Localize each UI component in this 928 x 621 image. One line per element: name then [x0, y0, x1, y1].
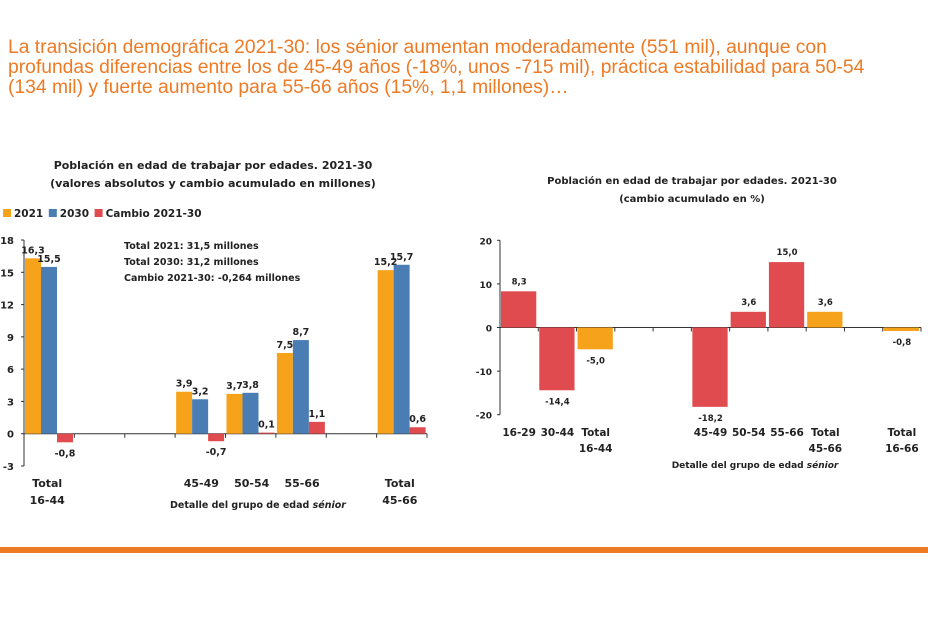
data-label: -5,0 [586, 356, 605, 366]
bar-cambio-2021-30 [258, 432, 275, 434]
bar-2021 [25, 258, 41, 434]
x-tick-label: 55-66 [284, 477, 320, 490]
annotation: Total 2021: 31,5 millones [124, 241, 259, 252]
y-tick-label: 15 [0, 268, 14, 279]
data-label: 16,3 [21, 245, 44, 256]
legend-label: 2021 [14, 208, 43, 220]
y-tick-label: -10 [476, 368, 492, 378]
chart-subtitle: (valores absolutos y cambio acumulado en… [50, 177, 376, 190]
x-tick-label: 55-66 [770, 427, 804, 439]
data-label: 8,3 [512, 277, 527, 287]
y-tick-label: -3 [3, 462, 14, 473]
bar-2021 [276, 353, 293, 434]
bar-cambio-2021-30 [308, 421, 325, 434]
data-label: 3,6 [818, 298, 833, 308]
x-tick-label: Total [811, 427, 840, 439]
bar-2030 [242, 392, 259, 434]
bar-2030 [292, 340, 309, 434]
bar [730, 311, 766, 328]
data-label: -14,4 [545, 397, 570, 407]
data-label: 15,5 [37, 254, 60, 265]
x-tick-label: 45-66 [809, 443, 843, 455]
y-tick-label: 9 [7, 333, 14, 344]
data-label: 3,7 [226, 381, 243, 392]
bar [692, 327, 728, 407]
bar-cambio-2021-30 [409, 427, 426, 434]
data-label: 3,9 [176, 379, 193, 390]
x-tick-label: 45-66 [382, 494, 418, 507]
bar [539, 327, 575, 391]
x-axis-label: Detalle del grupo de edad sénior [672, 460, 839, 471]
bar-2021 [176, 391, 193, 434]
orange-divider [0, 547, 928, 553]
bar-2030 [41, 266, 57, 434]
data-label: 15,2 [374, 257, 397, 268]
y-tick-label: 6 [7, 365, 14, 376]
x-tick-label: Total [581, 427, 610, 439]
data-label: 15,0 [777, 248, 798, 258]
y-tick-label: 20 [479, 237, 492, 247]
bar [768, 262, 805, 328]
legend-swatch [3, 209, 11, 217]
legend-label: Cambio 2021-30 [106, 208, 202, 220]
x-tick-label: 45-49 [184, 477, 219, 490]
data-label: 15,7 [390, 252, 413, 263]
x-tick-label: 16-29 [502, 427, 536, 439]
bar-cambio-2021-30 [57, 433, 73, 443]
x-tick-label: 50-54 [234, 477, 270, 490]
legend-swatch [94, 209, 103, 217]
x-axis-label-italic: sénior [807, 460, 839, 471]
x-tick-label: 16-44 [579, 443, 613, 455]
annotation: Total 2030: 31,2 millones [124, 257, 259, 268]
x-axis-label: Detalle del grupo de edad sénior [170, 500, 347, 511]
chart-title: Población en edad de trabajar por edades… [547, 175, 837, 187]
y-tick-label: 18 [0, 236, 14, 247]
bar [577, 327, 613, 350]
data-label: 1,1 [308, 409, 325, 420]
data-label: 3,8 [242, 380, 259, 391]
data-label: -18,2 [698, 414, 723, 424]
slide-headline: La transición demográfica 2021-30: los s… [8, 37, 865, 98]
x-tick-label: 16-66 [885, 443, 919, 455]
x-axis-label-italic: sénior [313, 500, 348, 511]
data-label: -0,8 [893, 338, 912, 348]
legend-swatch [48, 209, 57, 217]
chart-title: Población en edad de trabajar por edades… [54, 159, 373, 172]
bar-2030 [192, 399, 209, 434]
x-tick-label: 45-49 [694, 427, 728, 439]
x-tick-label: 50-54 [732, 427, 766, 439]
bar [807, 311, 843, 328]
y-tick-label: 10 [479, 281, 492, 291]
annotation: Cambio 2021-30: -0,264 millones [124, 273, 301, 284]
data-label: 7,5 [276, 340, 293, 351]
y-tick-label: 12 [0, 301, 14, 312]
data-label: 3,6 [741, 298, 756, 308]
data-label: 3,2 [192, 386, 209, 397]
bar-2021 [377, 270, 394, 434]
bar-cambio-2021-30 [208, 433, 225, 442]
y-tick-label: 0 [7, 430, 14, 441]
bar-2030 [393, 264, 410, 434]
data-label: 0,1 [258, 420, 275, 431]
bar [501, 291, 537, 328]
x-tick-label: 16-44 [30, 494, 66, 507]
chart-subtitle: (cambio acumulado en %) [619, 194, 765, 205]
y-tick-label: 3 [7, 397, 14, 408]
x-tick-label: Total [888, 427, 917, 439]
bar-2021 [226, 393, 243, 434]
data-label: 0,6 [409, 414, 426, 425]
x-tick-label: Total [32, 477, 62, 490]
legend-label: 2030 [60, 208, 89, 220]
data-label: -0,7 [206, 447, 227, 458]
data-label: 8,7 [292, 327, 309, 338]
y-tick-label: 0 [486, 325, 492, 335]
x-tick-label: Total [385, 477, 415, 490]
bar [883, 327, 919, 331]
y-tick-label: -20 [476, 412, 492, 422]
data-label: -0,8 [55, 448, 76, 459]
x-tick-label: 30-44 [541, 427, 575, 439]
